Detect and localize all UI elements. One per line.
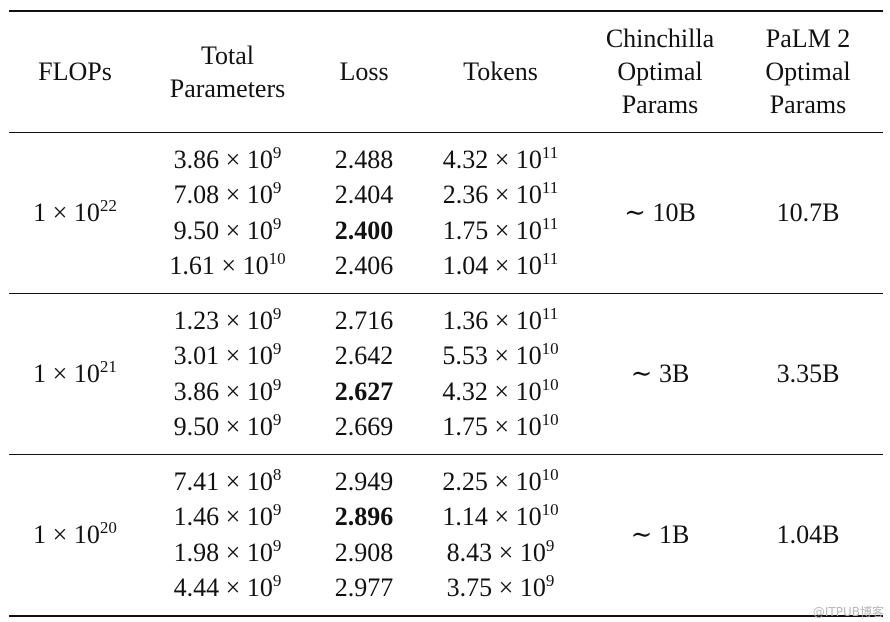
param-sci: 1.46 × 109 <box>173 500 282 531</box>
tokens-cell: 1.36 × 1011 5.53 × 1010 4.32 × 1010 1.75 × … <box>414 293 587 454</box>
flops-cell: 1 × 1021 <box>33 356 117 388</box>
tokens-value: 1.75 × 1011 <box>443 213 559 249</box>
loss-cell: 2.488 2.404 2.400 2.406 <box>314 132 414 293</box>
tokens-sci: 2.36 × 1011 <box>442 178 559 209</box>
param-sci: 9.50 × 109 <box>173 213 282 245</box>
tokens-sci: 3.75 × 109 <box>446 571 555 602</box>
parameter-value: 1.98 × 109 <box>174 535 282 571</box>
palm2-optimal-cell: 1.04B <box>776 519 840 549</box>
tokens-sci: 2.25 × 1010 <box>442 464 559 496</box>
total-parameters-cell: 1.23 × 109 3.01 × 109 3.86 × 109 9.50 × 109 <box>141 293 314 454</box>
param-sci: 9.50 × 109 <box>173 410 282 441</box>
param-sci: 7.41 × 108 <box>173 464 282 496</box>
tokens-sci: 5.53 × 1010 <box>442 339 559 370</box>
header-flops: FLOPs <box>38 57 112 87</box>
tokens-sci: 1.04 × 1011 <box>442 249 559 280</box>
parameter-value: 1.23 × 109 <box>174 303 282 339</box>
param-sci: 1.61 × 1010 <box>169 249 286 280</box>
header-loss: Loss <box>339 57 389 87</box>
tokens-value: 4.32 × 1010 <box>442 374 558 410</box>
chinchilla-optimal-cell: ∼ 10B <box>624 197 696 227</box>
parameter-value: 3.86 × 109 <box>174 142 282 178</box>
header-tokens: Tokens <box>463 57 538 87</box>
param-sci: 3.86 × 109 <box>173 142 282 174</box>
parameter-value: 9.50 × 109 <box>174 213 282 249</box>
flops-cell: 1 × 1022 <box>33 195 117 227</box>
scaling-results-table: FLOPs Total Parameters Loss Tokens Chinch… <box>9 10 883 617</box>
tokens-value: 1.04 × 1011 <box>443 248 559 284</box>
tokens-sci: 1.75 × 1010 <box>442 410 559 441</box>
header-palm2-optimal-params: PaLM 2 Optimal Params <box>765 24 851 120</box>
palm2-optimal-cell: 3.35B <box>776 358 840 388</box>
watermark: @ITPUB博客 <box>812 605 884 619</box>
param-sci: 1.98 × 109 <box>173 535 282 567</box>
palm2-optimal-cell: 10.7B <box>776 197 840 227</box>
parameter-value: 4.44 × 109 <box>174 570 282 606</box>
loss-value: 2.669 <box>334 412 394 441</box>
tokens-sci: 1.36 × 1011 <box>442 303 559 335</box>
tokens-sci: 4.32 × 1010 <box>442 374 559 406</box>
header-total-parameters: Total Parameters <box>169 40 286 103</box>
parameter-value: 9.50 × 109 <box>174 409 282 445</box>
header-chinchilla-optimal-params: Chinchilla Optimal Params <box>605 24 715 120</box>
parameter-value: 3.86 × 109 <box>174 374 282 410</box>
tokens-value: 2.25 × 1010 <box>442 464 558 500</box>
loss-value: 2.977 <box>334 573 394 602</box>
parameter-value: 1.46 × 109 <box>174 499 282 535</box>
loss-value: 2.404 <box>334 180 394 209</box>
loss-value-best: 2.627 <box>334 376 394 406</box>
flops-group-row: 1 × 1021 1.23 × 109 3.01 × 109 3.86 × 109 9.… <box>9 293 883 454</box>
param-sci: 7.08 × 109 <box>173 178 282 209</box>
loss-cell: 2.716 2.642 2.627 2.669 <box>314 293 414 454</box>
loss-value: 2.642 <box>334 341 394 370</box>
tokens-sci: 1.75 × 1011 <box>442 213 559 245</box>
tokens-sci: 8.43 × 109 <box>446 535 555 567</box>
loss-cell: 2.949 2.896 2.908 2.977 <box>314 454 414 616</box>
results-table-container: FLOPs Total Parameters Loss Tokens Chinch… <box>9 10 883 617</box>
tokens-sci: 4.32 × 1011 <box>442 142 559 174</box>
loss-value: 2.488 <box>334 144 394 174</box>
tokens-cell: 2.25 × 1010 1.14 × 1010 8.43 × 109 3.75 × 1… <box>414 454 587 616</box>
tokens-cell: 4.32 × 1011 2.36 × 1011 1.75 × 1011 1.04 × … <box>414 132 587 293</box>
chinchilla-optimal-cell: ∼ 1B <box>630 519 690 549</box>
chinchilla-optimal-cell: ∼ 3B <box>630 358 690 388</box>
loss-value: 2.949 <box>334 466 394 496</box>
parameter-value: 3.01 × 109 <box>174 338 282 374</box>
flops-group-row: 1 × 1022 3.86 × 109 7.08 × 109 9.50 × 109 1.… <box>9 132 883 293</box>
loss-value: 2.406 <box>334 251 394 280</box>
parameter-value: 7.08 × 109 <box>174 177 282 213</box>
table-body: 1 × 1022 3.86 × 109 7.08 × 109 9.50 × 109 1.… <box>9 132 883 616</box>
tokens-value: 3.75 × 109 <box>447 570 555 606</box>
tokens-sci: 1.14 × 1010 <box>442 500 559 531</box>
loss-value: 2.716 <box>334 305 394 335</box>
total-parameters-cell: 7.41 × 108 1.46 × 109 1.98 × 109 4.44 × 109 <box>141 454 314 616</box>
tokens-value: 1.36 × 1011 <box>443 303 559 339</box>
param-sci: 3.86 × 109 <box>173 374 282 406</box>
tokens-value: 5.53 × 1010 <box>442 338 558 374</box>
param-sci: 4.44 × 109 <box>173 571 282 602</box>
tokens-value: 4.32 × 1011 <box>443 142 559 178</box>
param-sci: 1.23 × 109 <box>173 303 282 335</box>
loss-value: 2.908 <box>334 537 394 567</box>
table-header: FLOPs Total Parameters Loss Tokens Chinch… <box>9 11 883 132</box>
tokens-value: 2.36 × 1011 <box>443 177 559 213</box>
total-parameters-cell: 3.86 × 109 7.08 × 109 9.50 × 109 1.61 × 101… <box>141 132 314 293</box>
tokens-value: 1.14 × 1010 <box>442 499 558 535</box>
parameter-value: 1.61 × 1010 <box>169 248 285 284</box>
parameter-value: 7.41 × 108 <box>174 464 282 500</box>
flops-group-row: 1 × 1020 7.41 × 108 1.46 × 109 1.98 × 109 4.… <box>9 454 883 616</box>
tokens-value: 1.75 × 1010 <box>442 409 558 445</box>
flops-cell: 1 × 1020 <box>33 517 117 549</box>
loss-value-best: 2.896 <box>334 502 394 531</box>
loss-value-best: 2.400 <box>334 215 394 245</box>
param-sci: 3.01 × 109 <box>173 339 282 370</box>
tokens-value: 8.43 × 109 <box>447 535 555 571</box>
